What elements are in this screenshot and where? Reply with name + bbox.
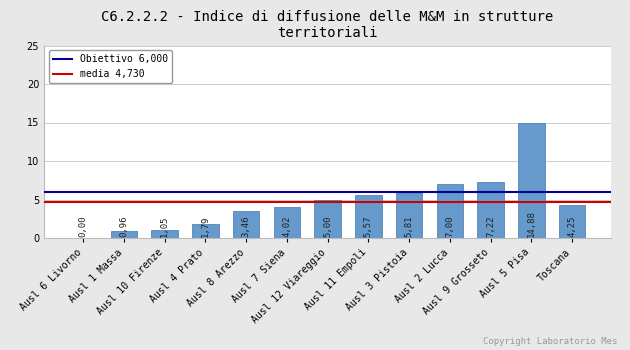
Legend: Obiettivo 6,000, media 4,730: Obiettivo 6,000, media 4,730 bbox=[49, 50, 172, 83]
Bar bbox=[314, 199, 341, 238]
Bar bbox=[233, 211, 260, 238]
Text: 3,46: 3,46 bbox=[242, 216, 251, 237]
Text: 14,88: 14,88 bbox=[527, 210, 536, 237]
Text: Copyright Laboratorio Mes: Copyright Laboratorio Mes bbox=[483, 337, 617, 346]
Title: C6.2.2.2 - Indice di diffusione delle M&M in strutture
territoriali: C6.2.2.2 - Indice di diffusione delle M&… bbox=[101, 10, 554, 40]
Text: 5,57: 5,57 bbox=[364, 216, 373, 237]
Bar bbox=[192, 224, 219, 238]
Bar bbox=[437, 184, 463, 238]
Bar bbox=[396, 193, 422, 238]
Text: 0,96: 0,96 bbox=[119, 216, 129, 237]
Text: 4,25: 4,25 bbox=[568, 216, 576, 237]
Bar bbox=[478, 182, 504, 238]
Text: 7,00: 7,00 bbox=[445, 216, 454, 237]
Bar bbox=[111, 231, 137, 238]
Bar bbox=[518, 124, 544, 238]
Text: 0,00: 0,00 bbox=[79, 216, 88, 237]
Bar bbox=[355, 195, 382, 238]
Text: 4,02: 4,02 bbox=[282, 216, 291, 237]
Text: 5,81: 5,81 bbox=[404, 216, 413, 237]
Bar bbox=[559, 205, 585, 238]
Text: 1,79: 1,79 bbox=[201, 216, 210, 237]
Text: 5,00: 5,00 bbox=[323, 216, 332, 237]
Text: 1,05: 1,05 bbox=[160, 216, 169, 237]
Text: 7,22: 7,22 bbox=[486, 216, 495, 237]
Bar bbox=[151, 230, 178, 238]
Bar bbox=[273, 207, 300, 238]
